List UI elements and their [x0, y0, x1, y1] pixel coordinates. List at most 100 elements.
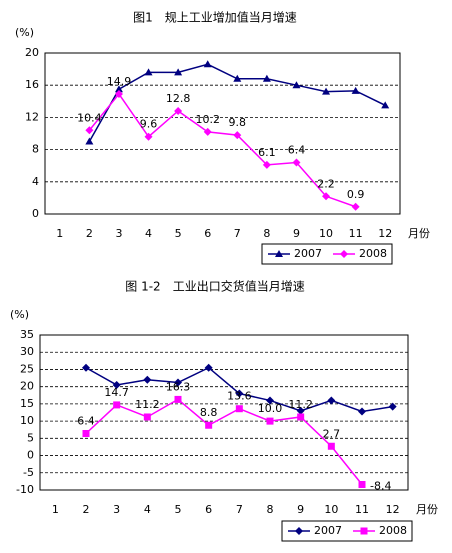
x-tick-label: 2: [83, 503, 90, 516]
data-label: 10.4: [77, 111, 102, 124]
y-tick-label: 16: [25, 78, 39, 91]
legend-label: 2007: [294, 247, 322, 260]
x-tick-label: 8: [267, 503, 274, 516]
x-tick-label: 7: [234, 227, 241, 240]
y-tick-label: 35: [20, 328, 34, 341]
x-axis-label: 月份: [408, 227, 430, 240]
marker: [266, 396, 274, 405]
y-axis-label: (%): [10, 308, 29, 321]
marker: [351, 202, 360, 211]
x-tick-label: 1: [52, 503, 59, 516]
y-tick-label: 0: [32, 207, 39, 220]
marker: [358, 480, 366, 488]
x-tick-label: 11: [355, 503, 369, 516]
x-tick-label: 5: [175, 503, 182, 516]
chart-title: 图1 规上工业增加值当月增速: [133, 10, 297, 25]
y-tick-label: 25: [20, 362, 34, 375]
y-tick-label: 12: [25, 110, 39, 123]
marker: [174, 106, 183, 115]
x-axis-label: 月份: [416, 503, 438, 516]
legend-marker: [295, 527, 303, 535]
marker: [292, 81, 301, 89]
marker: [143, 375, 152, 384]
x-tick-label: 6: [205, 503, 212, 516]
plot-frame: [39, 334, 409, 491]
marker: [388, 402, 397, 411]
marker: [113, 401, 121, 409]
data-label: 6.4: [288, 143, 306, 156]
marker: [204, 363, 213, 372]
x-tick-label: 7: [236, 503, 243, 516]
y-tick-label: -10: [16, 483, 34, 496]
marker: [82, 430, 90, 438]
marker: [85, 126, 94, 135]
x-tick-label: 5: [175, 227, 182, 240]
y-tick-label: 5: [27, 431, 34, 444]
marker: [322, 192, 331, 201]
data-label: 11.2: [288, 398, 313, 411]
data-label: 6.4: [77, 415, 95, 428]
legend-label: 2008: [379, 524, 407, 537]
x-tick-label: 8: [263, 227, 270, 240]
marker: [114, 85, 123, 93]
marker: [144, 68, 153, 76]
marker: [262, 74, 271, 82]
marker: [143, 413, 151, 421]
x-tick-label: 11: [349, 227, 363, 240]
data-label: 12.8: [166, 92, 191, 105]
marker: [262, 160, 271, 169]
y-tick-label: 8: [32, 143, 39, 156]
x-tick-label: 2: [86, 227, 93, 240]
data-label: 10.2: [195, 113, 220, 126]
y-tick-label: 10: [20, 414, 34, 427]
y-tick-label: 0: [27, 449, 34, 462]
marker: [235, 389, 244, 398]
data-label: 2.2: [317, 177, 335, 190]
data-label: 6.1: [258, 146, 276, 159]
x-tick-label: 1: [56, 227, 63, 240]
marker: [296, 406, 305, 415]
marker: [203, 127, 212, 136]
x-tick-label: 3: [115, 227, 122, 240]
x-tick-label: 12: [378, 227, 392, 240]
plot-frame: [44, 52, 401, 215]
data-label: 2.7: [323, 427, 341, 440]
marker: [205, 421, 213, 429]
marker: [233, 74, 242, 82]
legend-frame: [281, 520, 413, 542]
marker: [327, 442, 335, 450]
data-label: 0.9: [347, 188, 365, 201]
x-tick-label: 10: [319, 227, 333, 240]
marker: [85, 137, 94, 145]
marker: [203, 60, 212, 68]
marker: [327, 396, 336, 405]
chart-title: 图 1-2 工业出口交货值当月增速: [125, 279, 304, 294]
marker: [112, 380, 121, 389]
y-axis-label: (%): [15, 26, 34, 39]
legend-frame: [261, 243, 393, 265]
marker: [235, 405, 243, 413]
marker: [292, 158, 301, 167]
marker: [266, 417, 274, 425]
marker: [233, 131, 242, 140]
marker: [114, 90, 123, 99]
marker: [174, 395, 182, 403]
data-label: 11.2: [135, 398, 160, 411]
x-tick-label: 12: [386, 503, 400, 516]
legend-marker: [340, 250, 348, 258]
y-tick-label: -5: [23, 466, 34, 479]
x-tick-label: 10: [324, 503, 338, 516]
series-line: [88, 92, 356, 208]
data-label: 8.8: [200, 406, 218, 419]
marker: [381, 101, 390, 109]
marker: [358, 407, 366, 416]
y-tick-label: 20: [20, 380, 34, 393]
data-label: 9.8: [229, 116, 247, 129]
data-label: 14.9: [107, 75, 132, 88]
legend-marker: [275, 250, 283, 257]
x-tick-label: 6: [204, 227, 211, 240]
legend-label: 2007: [314, 524, 342, 537]
data-label: 9.6: [140, 118, 158, 131]
x-tick-label: 4: [145, 227, 152, 240]
